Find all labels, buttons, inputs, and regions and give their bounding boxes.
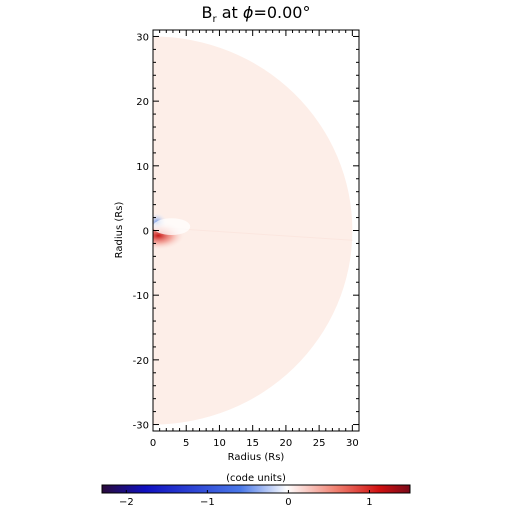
colorbar-tick-label: −2: [119, 497, 134, 508]
y-tick-label: 30: [136, 32, 149, 43]
y-tick-label: -30: [133, 421, 149, 432]
colorbar-ticks: [125, 490, 370, 493]
y-axis-tick-labels: -30 -20 -10 0 10 20 30: [133, 32, 149, 431]
x-tick-label: 15: [246, 438, 259, 449]
domain-half-disk: [153, 36, 353, 425]
colorbar-label: (code units): [226, 473, 286, 484]
y-axis-ticks: [153, 35, 359, 426]
x-axis-tick-labels: 0 5 10 15 20 25 30: [150, 438, 359, 449]
x-tick-label: 30: [346, 438, 359, 449]
colorbar-tick-label: 1: [366, 497, 372, 508]
y-tick-label: -20: [133, 356, 149, 367]
x-axis-title: Radius (Rs): [228, 452, 285, 463]
y-tick-label: 0: [143, 227, 149, 238]
x-tick-label: 0: [150, 438, 156, 449]
y-axis-title: Radius (Rs): [114, 202, 125, 259]
x-tick-label: 25: [313, 438, 326, 449]
x-axis-ticks: [152, 30, 360, 431]
plot-area: [153, 36, 353, 425]
x-tick-label: 5: [183, 438, 189, 449]
colorbar: [101, 484, 411, 494]
chart-title: Br at ϕ=0.00°: [202, 3, 311, 25]
y-tick-label: 20: [136, 97, 149, 108]
y-tick-label: -10: [133, 291, 149, 302]
colorbar-tick-label: −1: [200, 497, 215, 508]
near-zero-wake: [153, 218, 191, 236]
colorbar-tick-labels: −2 −1 0 1: [119, 497, 373, 508]
x-tick-label: 10: [213, 438, 226, 449]
y-tick-label: 10: [136, 162, 149, 173]
colorbar-tick-label: 0: [285, 497, 291, 508]
x-tick-label: 20: [280, 438, 293, 449]
